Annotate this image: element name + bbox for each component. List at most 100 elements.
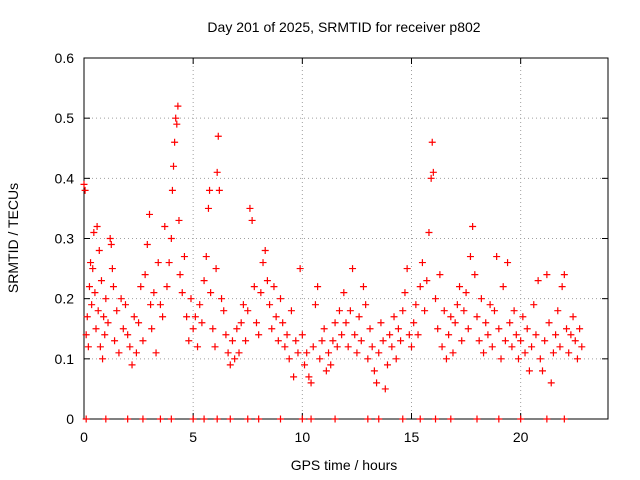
data-point [307,379,315,387]
data-point [403,265,411,273]
data-point [375,349,383,357]
data-point [530,301,538,309]
data-point [213,168,221,176]
data-point [410,319,418,327]
data-point [428,138,436,146]
data-points [80,102,586,423]
data-point [366,325,374,333]
y-tick-label: 0.3 [55,231,75,247]
data-point [318,337,326,345]
data-point [93,222,101,230]
data-point [331,415,339,423]
data-point [214,132,222,140]
data-point [161,222,169,230]
data-point [429,168,437,176]
y-tick-label: 0.6 [55,50,75,66]
x-tick-label: 15 [404,429,420,445]
y-axis-label: SRMTID / TECUs [5,183,21,293]
y-tick-label: 0.2 [55,291,75,307]
data-point [180,253,188,261]
data-point [277,295,284,303]
data-point [458,337,466,345]
data-point [175,216,183,224]
data-point [200,415,208,423]
data-point [191,313,199,321]
data-point [206,186,214,194]
data-point [102,295,110,303]
data-point [124,331,132,339]
data-point [154,259,162,267]
data-point [92,325,100,333]
data-point [329,337,337,345]
data-point [257,289,265,297]
data-point [576,325,584,333]
data-point [218,295,226,303]
data-point [143,241,151,249]
data-point [392,355,400,363]
data-point [340,289,348,297]
data-point [355,313,363,321]
data-point [320,325,328,333]
data-point [543,415,551,423]
data-point [101,331,109,339]
data-point [244,415,252,423]
data-point [364,355,372,363]
data-point [552,331,560,339]
data-point [242,337,250,345]
data-point [473,313,481,321]
data-point [222,331,230,339]
data-point [560,271,568,279]
data-point [96,343,104,351]
data-point [298,331,306,339]
x-axis-label: GPS time / hours [291,457,398,473]
data-point [178,289,186,297]
data-point [100,313,108,321]
data-point [495,325,503,333]
data-point [488,343,496,351]
data-point [364,415,372,423]
data-point [539,367,546,375]
data-point [189,325,197,333]
data-point [499,283,507,291]
data-point [567,331,575,339]
data-point [172,114,180,122]
data-point [311,301,319,309]
data-point [135,319,143,327]
data-point [194,343,202,351]
data-point [373,379,381,387]
data-point [504,259,512,267]
data-point [263,277,271,285]
data-point [560,415,568,423]
data-point [370,367,378,375]
data-point [362,301,370,309]
y-tick-label: 0.5 [55,110,75,126]
data-point [357,337,365,345]
data-point [447,415,455,423]
data-point [381,385,389,393]
data-point [167,415,175,423]
data-point [556,343,564,351]
data-point [573,355,581,363]
data-point [167,235,175,242]
data-point [480,349,488,357]
data-point [209,325,217,333]
data-point [189,415,197,423]
data-point [85,283,93,291]
data-point [316,355,324,363]
data-point [277,415,284,423]
data-point [414,331,422,339]
data-point [368,343,376,351]
data-point [510,307,518,315]
data-point [250,283,258,291]
data-point [314,283,322,291]
data-point [109,283,117,291]
data-point [445,331,453,339]
chart-title: Day 201 of 2025, SRMTID for receiver p80… [207,19,480,35]
data-point [335,307,343,315]
data-point [484,331,492,339]
data-point [268,325,276,333]
data-point [231,355,239,363]
data-point [563,325,571,333]
data-point [283,331,291,339]
data-point [298,415,306,423]
